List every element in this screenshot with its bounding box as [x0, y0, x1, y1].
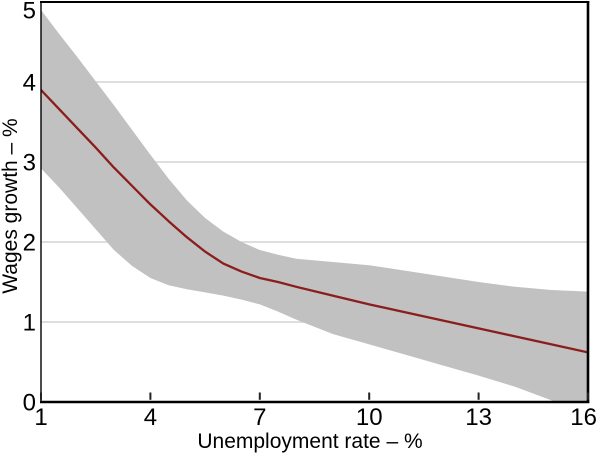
wages-growth-line — [41, 89, 588, 354]
confidence-band-layer — [41, 10, 588, 402]
y-axis-title: Wages growth – % — [0, 118, 22, 293]
x-tick-label-13: 13 — [465, 404, 492, 431]
y-tick-label-3: 3 — [23, 150, 36, 177]
x-tick-label-10: 10 — [356, 404, 383, 431]
axes-frame — [40, 1, 590, 404]
y-tick-label-4: 4 — [23, 70, 36, 97]
x-axis-ticks — [40, 392, 589, 400]
y-tick-label-2: 2 — [23, 230, 36, 257]
x-tick-label-4: 4 — [144, 404, 157, 431]
x-axis-title: Unemployment rate – % — [197, 430, 422, 453]
x-tick-label-16: 16 — [570, 404, 597, 431]
confidence-band-area — [41, 10, 588, 402]
y-tick-label-5: 5 — [23, 0, 36, 25]
x-tick-label-7: 7 — [253, 404, 266, 431]
x-tick-label-1: 1 — [34, 404, 47, 431]
y-tick-label-0: 0 — [23, 390, 36, 417]
y-tick-label-1: 1 — [23, 310, 36, 337]
mean-line-layer — [41, 89, 588, 354]
